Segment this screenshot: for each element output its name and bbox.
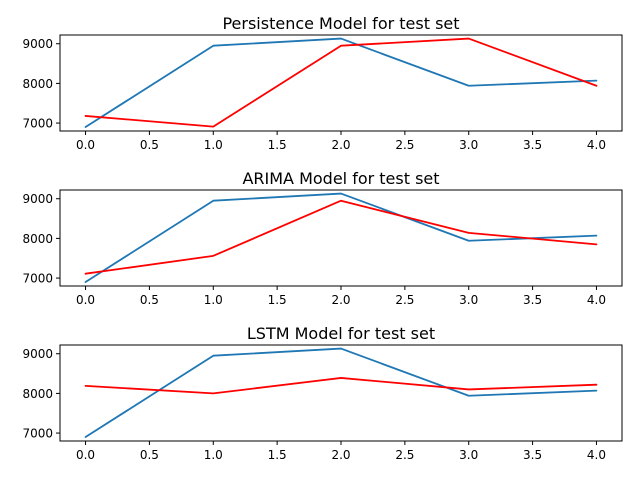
x-tick-label: 3.5 [523,293,542,307]
x-tick-label: 2.5 [395,293,414,307]
x-tick-label: 3.5 [523,448,542,462]
subplot-2: ARIMA Model for test set 0.0 0.5 1.0 1.5 2.0 2… [22,169,623,307]
series-line-1 [84,37,598,128]
x-tick-label: 2.5 [395,448,414,462]
series-line-1 [84,192,598,283]
x-tick-label: 0.5 [140,448,159,462]
subplot-title: LSTM Model for test set [247,324,435,343]
subplot-title: Persistence Model for test set [222,14,459,33]
subplot-1: Persistence Model for test set 0.0 0.5 1.0 1… [22,14,623,152]
x-tick-label: 1.5 [268,138,287,152]
series-line-1 [84,347,598,438]
x-tick-label: 2.0 [331,293,350,307]
y-tick-label: 8000 [22,387,53,401]
x-tick-label: 3.5 [523,138,542,152]
x-tick-label: 1.0 [204,293,223,307]
x-tick-label: 4.0 [587,448,606,462]
x-tick-label: 0.5 [140,138,159,152]
x-tick-label: 0.0 [76,448,95,462]
x-tick-label: 1.0 [204,138,223,152]
x-tick-label: 2.5 [395,138,414,152]
x-tick-label: 0.0 [76,293,95,307]
x-tick-label: 1.0 [204,448,223,462]
x-tick-label: 3.0 [459,293,478,307]
series-line-2 [84,377,598,395]
series-line-2 [84,37,598,128]
y-tick-label: 9000 [22,37,53,51]
x-tick-label: 0.0 [76,138,95,152]
x-tick-label: 3.0 [459,138,478,152]
x-tick-label: 4.0 [587,293,606,307]
y-tick-label: 7000 [22,272,53,286]
y-tick-label: 7000 [22,427,53,441]
x-tick-label: 3.0 [459,448,478,462]
x-tick-label: 1.5 [268,448,287,462]
subplot-title: ARIMA Model for test set [242,169,439,188]
y-tick-label: 9000 [22,347,53,361]
y-tick-label: 8000 [22,77,53,91]
x-tick-label: 1.5 [268,293,287,307]
subplot-3: LSTM Model for test set 0.0 0.5 1.0 1.5 2.0 2.… [22,324,623,462]
x-tick-label: 4.0 [587,138,606,152]
y-tick-label: 9000 [22,192,53,206]
series-line-2 [84,199,598,275]
x-tick-label: 2.0 [331,448,350,462]
y-tick-label: 7000 [22,117,53,131]
x-tick-label: 2.0 [331,138,350,152]
y-tick-label: 8000 [22,232,53,246]
x-tick-label: 0.5 [140,293,159,307]
